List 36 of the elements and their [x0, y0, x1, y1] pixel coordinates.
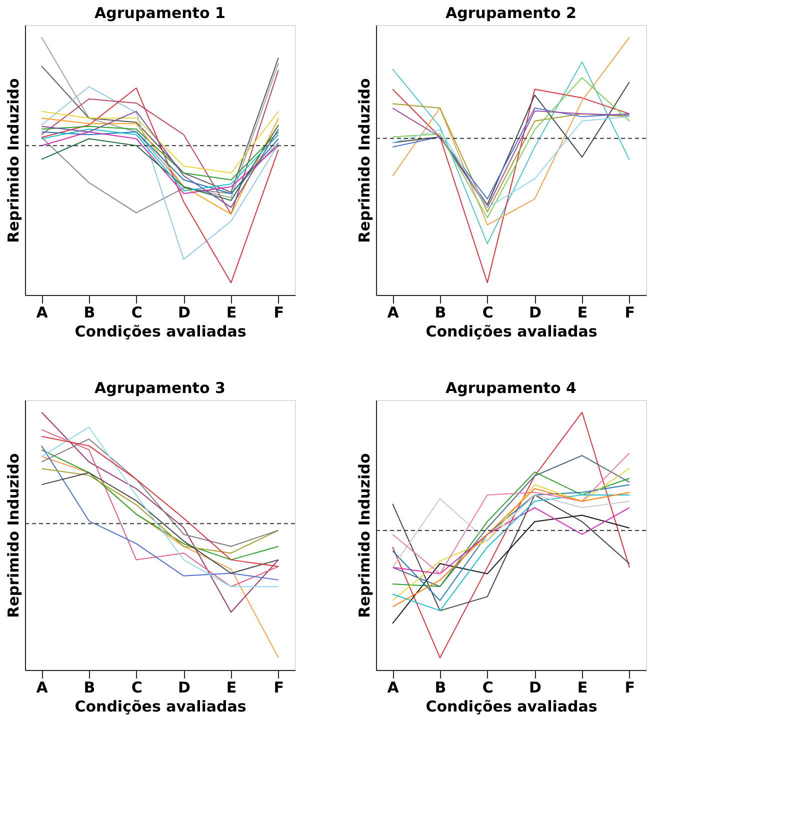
x-tick-label: F	[624, 678, 636, 696]
chart-title: Agrupamento 2	[446, 4, 576, 22]
x-tick-label: F	[624, 304, 636, 322]
y-axis-title: Reprimido Induzido	[356, 78, 374, 243]
y-axis-title: Reprimido Induzido	[4, 453, 22, 618]
chart-title: Agrupamento 3	[94, 379, 226, 397]
x-tick-label: B	[84, 678, 96, 696]
x-tick-label: E	[226, 304, 237, 322]
x-tick-label: E	[577, 304, 588, 322]
x-tick-label: F	[274, 678, 284, 696]
y-axis-title: Reprimido Induzido	[356, 453, 374, 618]
x-tick-label: A	[387, 678, 400, 696]
x-tick-label: B	[434, 304, 446, 322]
chart-title: Agrupamento 4	[446, 379, 576, 397]
x-axis-title: Condições avaliadas	[426, 698, 598, 716]
x-axis-title: Condições avaliadas	[426, 322, 598, 340]
x-axis-title: Condições avaliadas	[74, 698, 246, 716]
x-tick-label: B	[84, 304, 96, 322]
x-tick-label: D	[528, 678, 542, 696]
x-tick-label: E	[226, 678, 237, 696]
x-tick-label: C	[131, 678, 142, 696]
x-tick-label: D	[528, 304, 542, 322]
x-tick-label: C	[131, 304, 142, 322]
x-axis-title: Condições avaliadas	[74, 322, 246, 340]
x-tick-label: D	[178, 678, 190, 696]
x-tick-label: D	[178, 304, 190, 322]
x-tick-label: C	[482, 304, 494, 322]
x-tick-label: A	[36, 304, 48, 322]
x-tick-label: F	[274, 304, 284, 322]
x-tick-label: E	[577, 678, 588, 696]
y-axis-title: Reprimido Induzido	[4, 78, 22, 243]
chart-title: Agrupamento 1	[94, 4, 226, 22]
x-tick-label: B	[434, 678, 446, 696]
x-tick-label: C	[482, 678, 494, 696]
x-tick-label: A	[387, 304, 400, 322]
x-tick-label: A	[36, 678, 48, 696]
